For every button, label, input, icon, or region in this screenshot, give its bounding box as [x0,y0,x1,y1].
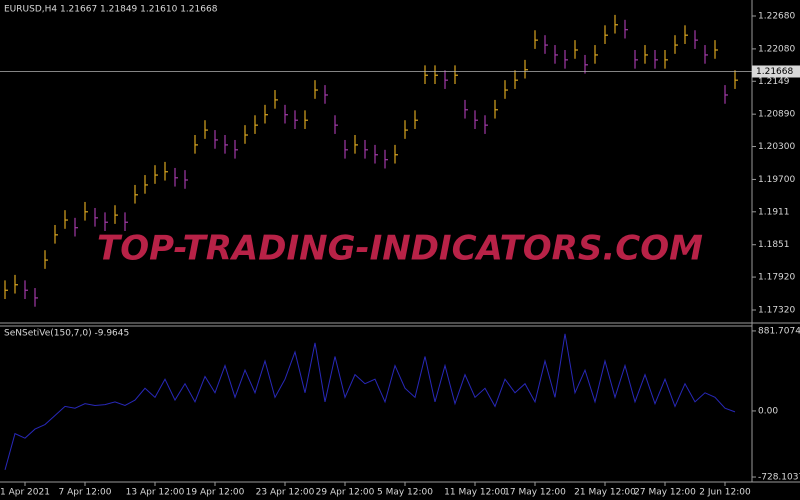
y-tick-label: 881.7074 [758,326,800,336]
x-tick-label: 5 May 12:00 [377,488,433,498]
x-tick-label: 11 May 12:00 [444,488,506,498]
y-tick-label: 1.17920 [758,273,795,283]
x-tick-label: 29 Apr 12:00 [316,488,375,498]
y-tick-label: 1.1911 [758,207,790,217]
indicator-header: SeNSetiVe(150,7,0) -9.9645 [4,329,129,339]
indicator-line [4,333,736,471]
x-tick-label: 7 Apr 12:00 [59,488,112,498]
x-tick-label: 19 Apr 12:00 [186,488,245,498]
x-tick-label: 21 May 12:00 [574,488,636,498]
symbol-header: EURUSD,H4 1.21667 1.21849 1.21610 1.2166… [4,5,218,15]
x-tick-label: 17 May 12:00 [504,488,566,498]
y-tick-label: 1.20890 [758,110,795,120]
watermark: TOP-TRADING-INDICATORS.COM [97,229,703,269]
x-tick-label: 1 Apr 2021 [0,488,50,498]
x-tick-label: 27 May 12:00 [634,488,696,498]
y-tick-label: 1.1851 [758,240,790,250]
y-tick-label: -728.1037 [758,473,800,483]
x-tick-label: 13 Apr 12:00 [126,488,185,498]
y-tick-label: 1.2149 [758,77,790,87]
current-price-box [752,65,800,78]
y-tick-label: 0.00 [758,406,778,416]
y-tick-label: 1.22080 [758,44,795,54]
y-tick-label: 1.19700 [758,175,795,185]
current-price-label: 1.21668 [756,67,793,77]
x-tick-label: 23 Apr 12:00 [256,488,315,498]
y-tick-label: 1.20300 [758,142,795,152]
x-tick-label: 2 Jun 12:00 [699,488,751,498]
y-tick-label: 1.17320 [758,305,795,315]
y-tick-label: 1.22680 [758,11,795,21]
